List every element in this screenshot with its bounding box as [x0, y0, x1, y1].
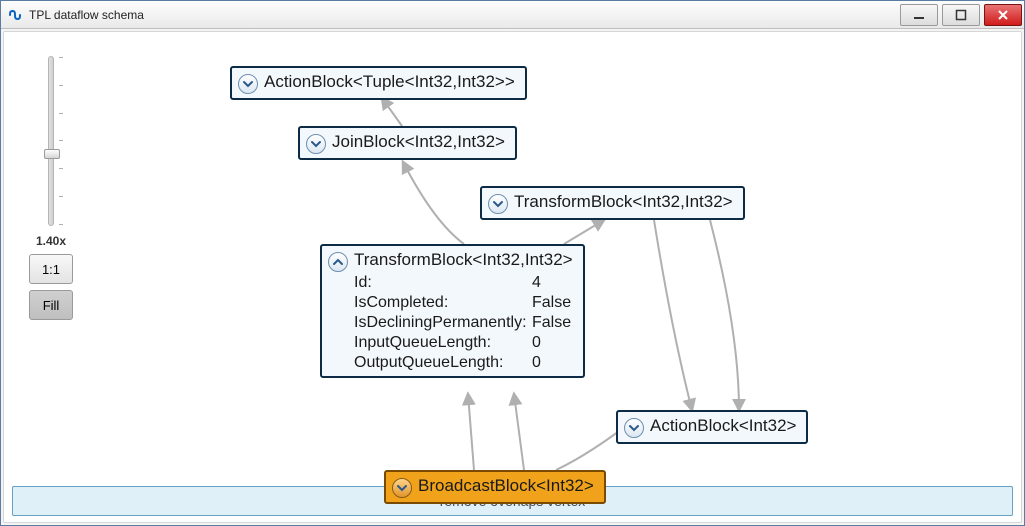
- expand-icon[interactable]: [238, 74, 258, 94]
- minimize-button[interactable]: [900, 4, 938, 26]
- prop-key: Id:: [354, 274, 528, 292]
- prop-value: False: [528, 314, 573, 332]
- graph-node[interactable]: TransformBlock<Int32,Int32>: [480, 186, 745, 220]
- node-title: TransformBlock<Int32,Int32>: [514, 192, 733, 212]
- expand-icon[interactable]: [392, 478, 412, 498]
- titlebar[interactable]: TPL dataflow schema: [1, 1, 1024, 29]
- prop-key: IsCompleted:: [354, 294, 528, 312]
- window-title: TPL dataflow schema: [29, 8, 898, 22]
- prop-value: False: [528, 294, 573, 312]
- prop-key: IsDecliningPermanently:: [354, 314, 528, 332]
- prop-value: 4: [528, 274, 573, 292]
- expand-icon[interactable]: [624, 418, 644, 438]
- close-button[interactable]: [984, 4, 1022, 26]
- node-properties: Id:4IsCompleted:FalseIsDecliningPermanen…: [354, 274, 573, 372]
- node-title: ActionBlock<Int32>: [650, 416, 796, 436]
- graph-node[interactable]: ActionBlock<Tuple<Int32,Int32>>: [230, 66, 527, 100]
- prop-key: InputQueueLength:: [354, 334, 528, 352]
- graph-node[interactable]: BroadcastBlock<Int32>: [384, 470, 606, 504]
- graph-canvas[interactable]: ActionBlock<Tuple<Int32,Int32>> JoinBlock…: [4, 32, 1021, 522]
- window-buttons: [898, 4, 1024, 26]
- collapse-icon[interactable]: [328, 252, 348, 272]
- expand-icon[interactable]: [488, 194, 508, 214]
- app-icon: [7, 7, 23, 23]
- prop-value: 0: [528, 334, 573, 352]
- node-title: ActionBlock<Tuple<Int32,Int32>>: [264, 72, 515, 92]
- client-area: 1.40x 1:1 Fill ActionBlock<Tuple<Int32,I…: [3, 31, 1022, 523]
- graph-node[interactable]: JoinBlock<Int32,Int32>: [298, 126, 517, 160]
- node-title: TransformBlock<Int32,Int32>: [354, 250, 573, 270]
- graph-node[interactable]: TransformBlock<Int32,Int32> Id:4IsComplet…: [320, 244, 585, 378]
- app-window: TPL dataflow schema 1.40x 1:1 Fill: [0, 0, 1025, 526]
- node-title: BroadcastBlock<Int32>: [418, 476, 594, 496]
- graph-node[interactable]: ActionBlock<Int32>: [616, 410, 808, 444]
- prop-value: 0: [528, 354, 573, 372]
- maximize-button[interactable]: [942, 4, 980, 26]
- prop-key: OutputQueueLength:: [354, 354, 528, 372]
- node-title: JoinBlock<Int32,Int32>: [332, 132, 505, 152]
- expand-icon[interactable]: [306, 134, 326, 154]
